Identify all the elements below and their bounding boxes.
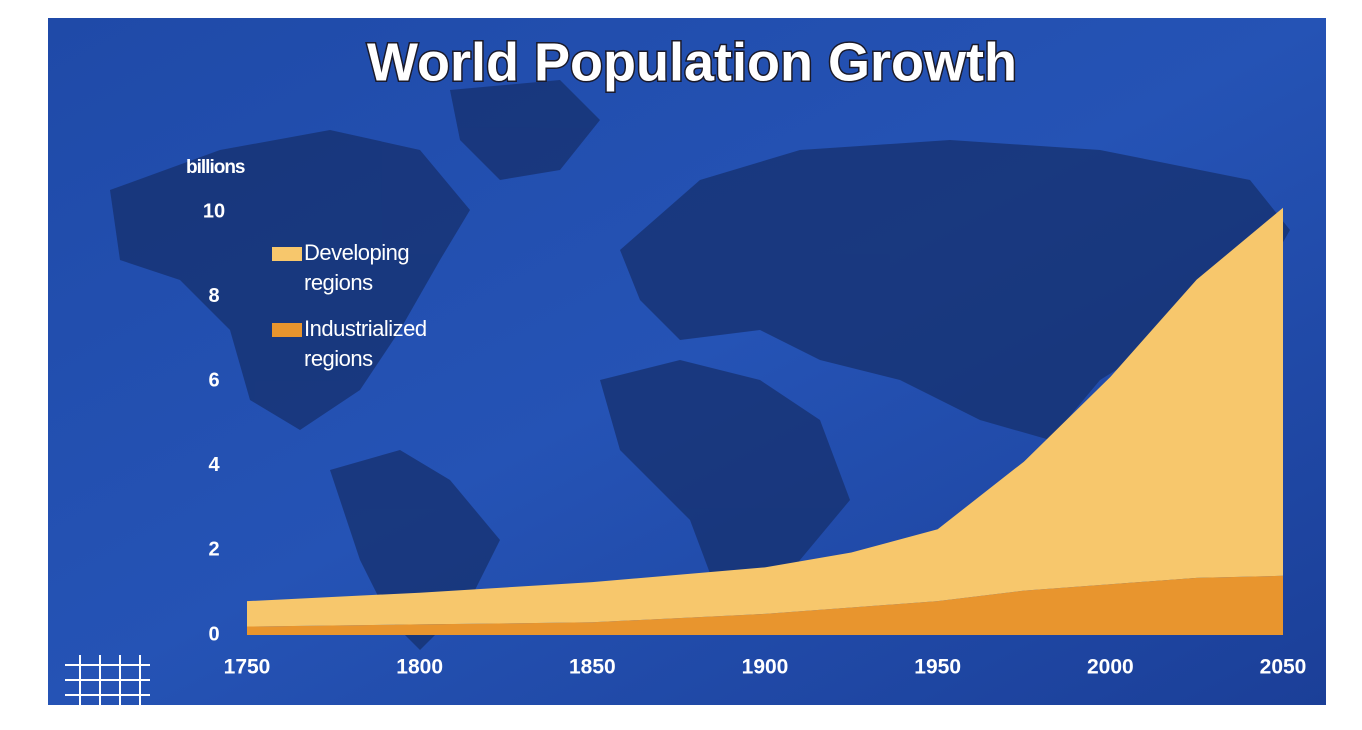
x-tick-label: 2050 <box>1260 656 1307 679</box>
legend-swatch <box>272 323 302 337</box>
y-tick-label: 0 <box>208 623 219 645</box>
legend-label: Industrialized regions <box>304 316 427 371</box>
y-tick-label: 4 <box>208 454 220 476</box>
x-tick-label: 1850 <box>569 656 616 679</box>
x-tick-label: 1950 <box>914 656 961 679</box>
y-tick-label: 10 <box>203 200 225 222</box>
legend-swatch <box>272 247 302 261</box>
y-tick-label: 2 <box>208 539 219 561</box>
y-axis-label: billions <box>186 157 245 178</box>
x-tick-label: 1900 <box>742 656 789 679</box>
y-tick-label: 6 <box>208 369 219 391</box>
x-tick-label: 2000 <box>1087 656 1134 679</box>
logo <box>65 655 150 705</box>
legend-label: Developing regions <box>304 240 410 295</box>
area <box>247 207 1283 627</box>
y-tick-label: 8 <box>208 285 219 307</box>
chart-title: World Population Growth <box>367 32 1017 92</box>
x-tick-label: 1800 <box>396 656 443 679</box>
x-tick-label: 1750 <box>224 656 271 679</box>
